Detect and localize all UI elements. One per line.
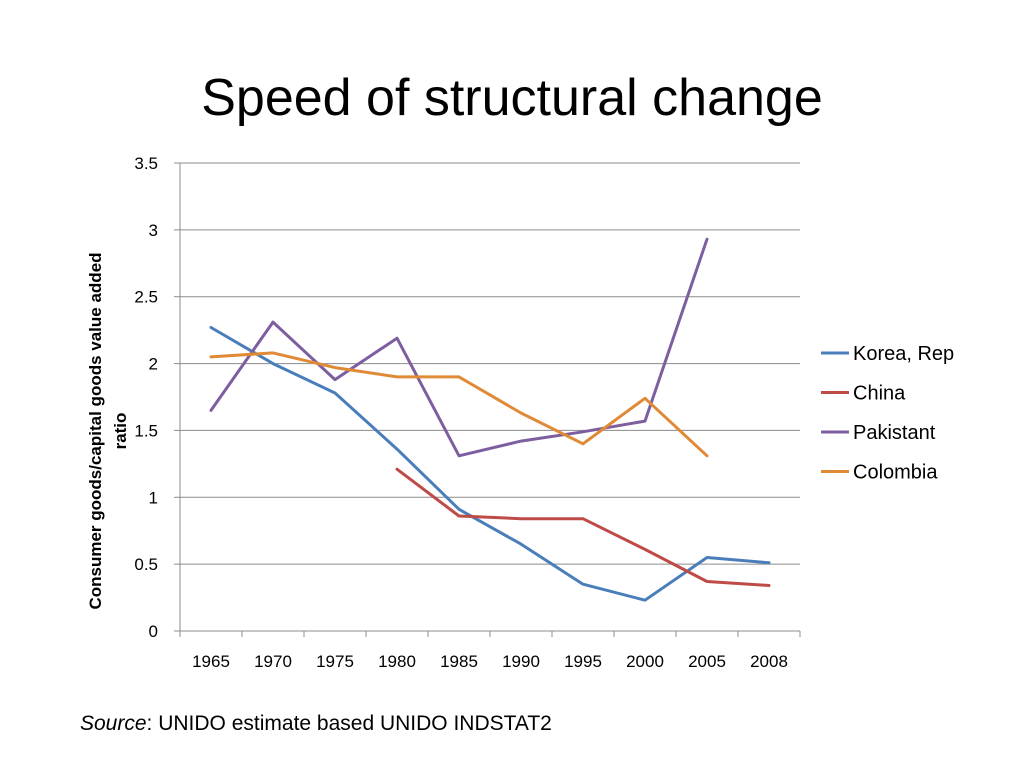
x-tick-label: 1990 — [502, 652, 540, 671]
x-tick-label: 1975 — [316, 652, 354, 671]
series-line-korea-rep — [209, 326, 771, 602]
x-tick-label: 1985 — [440, 652, 478, 671]
source-note: Source: UNIDO estimate based UNIDO INDST… — [80, 710, 552, 738]
series-line-colombia — [209, 351, 709, 458]
y-tick-label: 1 — [149, 488, 158, 507]
y-tick-label: 1.5 — [134, 421, 158, 440]
y-tick-label: 2 — [149, 355, 158, 374]
x-tick-label: 1980 — [378, 652, 416, 671]
axes — [174, 162, 801, 637]
x-tick-labels: 1965 1970 1975 1980 1985 1990 1995 2000 2005 2008 — [192, 652, 788, 671]
y-tick-label: 0 — [149, 622, 158, 641]
series-line-pakistant — [209, 237, 709, 458]
y-tick-label: 3 — [149, 221, 158, 240]
legend: Korea, Rep China Pakistant Colombia — [821, 343, 954, 484]
x-tick-label: 1970 — [254, 652, 292, 671]
x-tick-label: 1995 — [564, 652, 602, 671]
y-tick-label: 2.5 — [134, 288, 158, 307]
line-chart: 0 0.5 1 1.5 2 2.5 3 3.5 1965 1970 1975 1980 1985 199… — [86, 154, 954, 671]
y-tick-labels: 0 0.5 1 1.5 2 2.5 3 3.5 — [134, 154, 158, 641]
gridlines — [180, 162, 800, 565]
source-text: : UNIDO estimate based UNIDO INDSTAT2 — [146, 712, 552, 735]
y-tick-label: 3.5 — [134, 154, 158, 173]
legend-label: China — [853, 383, 906, 405]
legend-label: Korea, Rep — [853, 343, 954, 365]
x-tick-label: 1965 — [192, 652, 230, 671]
y-tick-label: 0.5 — [134, 555, 158, 574]
x-tick-label: 2005 — [688, 652, 726, 671]
y-axis-label: Consumer goods/capital goods value added… — [86, 252, 130, 609]
y-axis-label-line: Consumer goods/capital goods value added — [86, 252, 105, 609]
series-lines — [209, 237, 771, 602]
slide-title: Speed of structural change — [201, 69, 823, 127]
x-tick-label: 2000 — [626, 652, 664, 671]
legend-label: Pakistant — [853, 422, 936, 444]
x-tick-label: 2008 — [750, 652, 788, 671]
y-axis-label-line: ratio — [111, 413, 130, 450]
legend-label: Colombia — [853, 462, 938, 484]
series-line-china — [395, 467, 771, 587]
source-prefix: Source — [80, 712, 147, 735]
